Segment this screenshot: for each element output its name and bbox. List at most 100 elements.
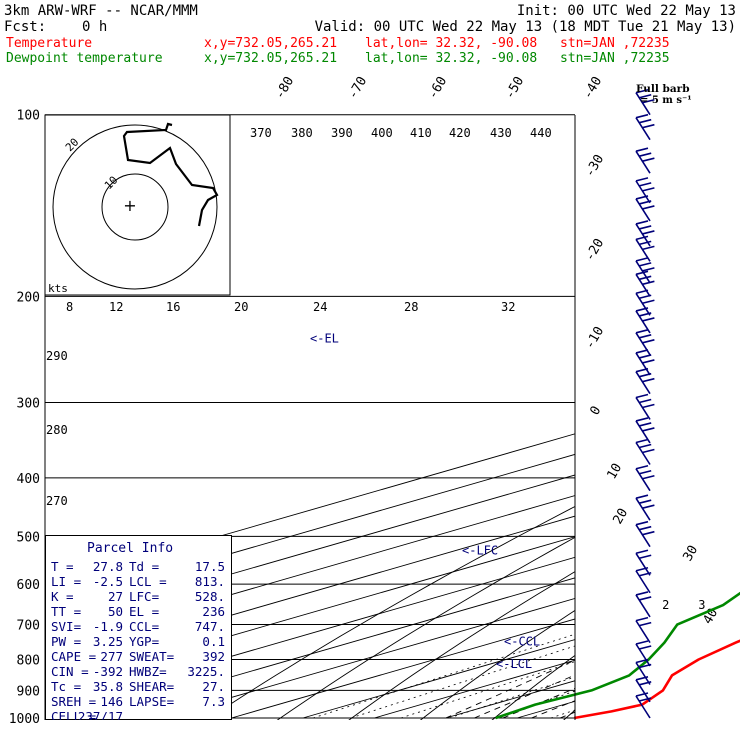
parcel-info-cell: 237/17 [78, 709, 123, 720]
theta-label: 420 [449, 126, 471, 140]
pressure-label-500: 500 [17, 530, 40, 545]
parcel-info-cell: 813. [195, 574, 225, 589]
parcel-info-cell: 747. [195, 619, 225, 634]
init-time: Init: 00 UTC Wed 22 May 13 [517, 3, 736, 19]
dewpoint-legend: Dewpoint temperature [6, 51, 163, 66]
pressure-label-100: 100 [17, 109, 40, 124]
wind-barb [635, 195, 655, 222]
wind-barb [635, 289, 655, 316]
parcel-info-cell: CIN = [51, 664, 89, 679]
mixing-ratio-line [550, 709, 575, 719]
isotherm-line [231, 618, 575, 719]
wind-barb [635, 235, 655, 262]
isotherm-label: -10 [582, 324, 607, 352]
parcel-info-rows: T = 27.8 Td = 17.5 LI = -2.5 LCL = 813. K = 27 LFC… [51, 559, 225, 720]
theta-label: 400 [371, 126, 393, 140]
isotherm-label: -60 [425, 74, 450, 102]
wind-barb [635, 417, 655, 444]
parcel-info-cell: SVI= [51, 619, 81, 634]
dewpoint-xy: x,y=732.05,265.21 [204, 51, 337, 66]
wind-barb [635, 220, 655, 247]
dry-adiabat [697, 115, 740, 731]
parcel-info-cell: SREH = [51, 694, 96, 709]
parcel-info-title: Parcel Info [87, 541, 173, 556]
isotherm-line [45, 536, 575, 690]
dry-adiabat [563, 709, 575, 720]
pressure-label-200: 200 [17, 290, 40, 305]
hodograph-ring-20 [52, 124, 218, 290]
temperature-legend: Temperature [6, 36, 92, 51]
parcel-info-cell: K = [51, 589, 74, 604]
pressure-label-800: 800 [17, 654, 40, 669]
wind-barb [635, 616, 652, 644]
parcel-info-cell: 0.1 [202, 634, 225, 649]
parcel-info-cell: 27.8 [93, 559, 123, 574]
isotherm-label: -30 [582, 152, 607, 180]
mixing-ratio-label: 2 [662, 598, 669, 612]
temperature-station: stn=JAN ,72235 [560, 36, 670, 51]
pressure-label-300: 300 [17, 397, 40, 412]
parcel-info-cell: LFC= [129, 589, 159, 604]
mixing-ratio-line [350, 645, 575, 719]
parcel-info-cell: -1.9 [93, 619, 123, 634]
pressure-label-700: 700 [17, 619, 40, 634]
hodograph: + 10 20 kts [44, 114, 231, 296]
parcel-info-cell: CCL= [129, 619, 159, 634]
isotherm-label: 30 [680, 543, 701, 564]
mixing-ratio-line [449, 676, 575, 719]
isotherm-label: 10 [604, 461, 625, 482]
pressure-label-900: 900 [17, 684, 40, 699]
theta-label: 430 [490, 126, 512, 140]
wind-barb [635, 438, 655, 465]
wind-barb [635, 549, 652, 576]
wind-barb [635, 566, 652, 594]
parcel-info-cell: 17.5 [195, 559, 225, 574]
hodograph-frame [44, 114, 231, 296]
moist-adiabat [474, 674, 575, 719]
speed-label: 32 [501, 300, 515, 314]
speed-label: 28 [404, 300, 418, 314]
parcel-info-cell: LCL = [129, 574, 167, 589]
isotherm-line [374, 659, 575, 719]
dewpoint-latlon: lat,lon= 32.32, -90.08 [365, 51, 537, 66]
isotherm-line [88, 577, 575, 719]
forecast-label: Fcst: [4, 19, 46, 35]
barb-legend: Full barb = 5 m s⁻¹ [636, 83, 692, 106]
parcel-info-cell: 3.25 [93, 634, 123, 649]
parcel-info-cell: Tc = [51, 679, 81, 694]
isotherm-label: -50 [502, 74, 527, 102]
dry-adiabat [276, 536, 575, 720]
barb-legend-title: Full barb [636, 83, 690, 95]
mixing-ratio-lines [312, 633, 575, 719]
dry-adiabat [491, 654, 575, 720]
parcel-info-cell: CAPE = [51, 649, 96, 664]
parcel-info-cell: 277 [100, 649, 123, 664]
theta-label: 380 [291, 126, 313, 140]
parcel-info-cell: SWEAT= [129, 649, 174, 664]
temperature-xy: x,y=732.05,265.21 [204, 36, 337, 51]
wind-barb [635, 464, 655, 492]
parcel-info-cell: T = [51, 559, 74, 574]
dewpoint-profile [495, 591, 740, 720]
isotherm-label: -20 [582, 236, 607, 264]
theta-label: 290 [46, 349, 68, 363]
wind-barb [635, 367, 655, 395]
isotherm-line [445, 680, 575, 719]
hodograph-units: kts [48, 282, 68, 295]
dry-adiabat [205, 505, 575, 720]
theta-label: 370 [250, 126, 272, 140]
moist-adiabat [646, 221, 740, 718]
parcel-info-cell: Td = [129, 559, 159, 574]
wind-barb [635, 88, 655, 116]
parcel-info-cell: 146 [100, 694, 123, 709]
parcel-info-cell: YGP= [129, 634, 159, 649]
parcel-info-cell: -392 [93, 664, 123, 679]
wind-barb [635, 640, 652, 667]
parcel-info-cell: PW = [51, 634, 81, 649]
model-title: 3km ARW-WRF -- NCAR/MMM [4, 3, 198, 19]
level-annotation: <-LFC [462, 544, 498, 558]
speed-label: 24 [313, 300, 327, 314]
dry-adiabat [419, 609, 575, 720]
parcel-info-cell: HWBZ= [129, 664, 167, 679]
isotherm-label: -80 [272, 74, 297, 102]
